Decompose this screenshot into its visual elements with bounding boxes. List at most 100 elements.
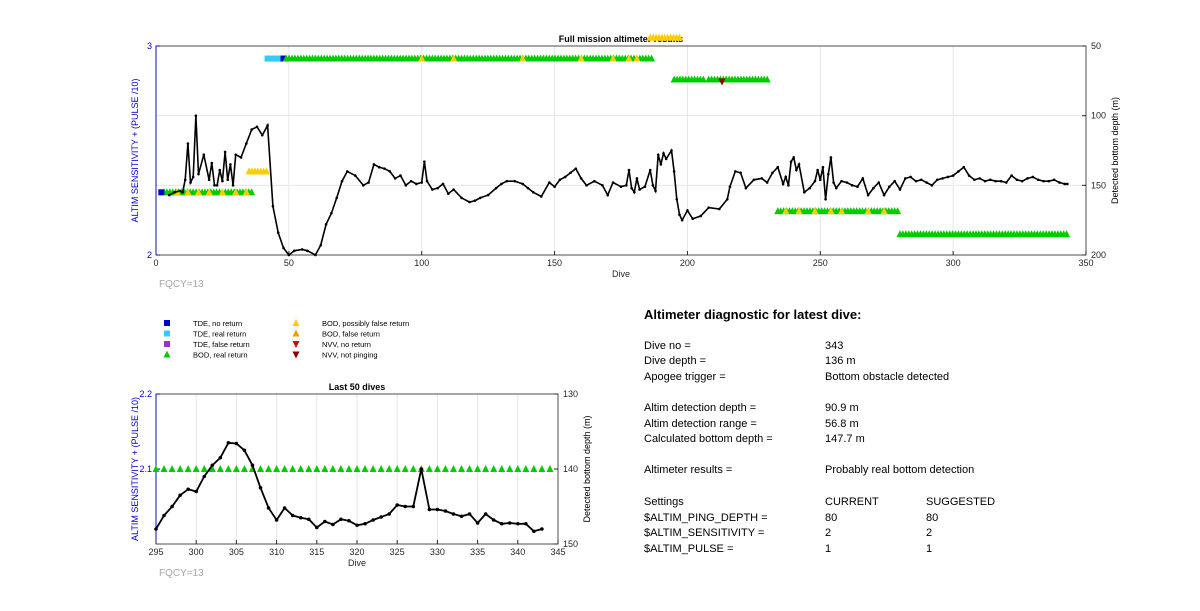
status-marker	[273, 465, 281, 472]
status-marker	[466, 465, 474, 472]
status-marker	[506, 465, 514, 472]
status-marker	[337, 465, 345, 472]
bottom-depth-point	[250, 128, 253, 131]
bottom-depth-point	[154, 527, 158, 531]
status-marker	[530, 465, 538, 472]
bottom-depth-point	[816, 168, 819, 172]
status-marker	[297, 465, 305, 472]
settings-suggested-value: 2	[926, 527, 933, 539]
bottom-depth-point	[409, 179, 413, 183]
status-marker	[345, 465, 353, 472]
bottom-depth-point	[752, 178, 756, 182]
legend-item: TDE, no return	[164, 319, 242, 328]
status-marker	[880, 207, 888, 215]
bottom-depth-point	[404, 184, 408, 187]
bottom-depth-point	[483, 512, 488, 516]
bottom-depth-point	[210, 463, 215, 468]
diagnostic-value: 136 m	[825, 355, 856, 367]
bottom-depth-point	[680, 218, 684, 222]
bottom-depth-point	[443, 509, 448, 513]
legend-label: BOD, false return	[322, 330, 380, 339]
bottom-depth-point	[335, 196, 338, 200]
bottom-depth-point	[664, 157, 668, 161]
bottom-depth-point	[292, 249, 296, 253]
bottom-depth-point	[213, 184, 216, 187]
bottom-depth-point	[419, 467, 424, 471]
bottom-depth-point	[441, 182, 445, 186]
status-marker	[369, 465, 377, 472]
status-marker	[433, 465, 441, 472]
x-tick-label: 295	[148, 547, 163, 557]
bottom-depth-line	[168, 115, 1068, 257]
status-marker	[675, 33, 683, 41]
bottom-depth-point	[300, 248, 304, 251]
status-marker	[458, 465, 466, 472]
bottom-depth-point	[319, 243, 323, 247]
bottom-depth-point	[532, 191, 535, 194]
bottom-depth-point	[678, 213, 681, 216]
status-marker	[625, 54, 633, 62]
bottom-depth-point	[494, 186, 498, 190]
x-tick-label: 0	[153, 258, 158, 268]
bottom-depth-point	[491, 518, 496, 522]
diagnostic-label: Altimeter results =	[644, 464, 733, 476]
bottom-depth-point	[524, 521, 528, 526]
settings-current-value: 1	[825, 543, 832, 555]
status-marker	[425, 465, 433, 472]
bottom-depth-point	[468, 200, 471, 204]
status-marker	[450, 54, 458, 62]
bottom-depth-point	[202, 153, 206, 156]
status-marker	[482, 465, 490, 472]
bottom-depth-point	[202, 474, 207, 479]
bottom-depth-point	[181, 191, 184, 194]
bottom-depth-point	[258, 485, 263, 490]
status-marker	[168, 465, 176, 472]
bottom-depth-point	[784, 175, 788, 179]
status-marker	[164, 341, 170, 347]
status-marker	[232, 188, 240, 196]
x-tick-label: 305	[229, 547, 244, 557]
y-right-tick-label: 140	[563, 464, 578, 474]
bottom-depth-point	[832, 181, 835, 184]
bottom-depth-point	[314, 253, 317, 257]
bottom-depth-point	[363, 521, 367, 526]
bottom-depth-point	[231, 184, 235, 187]
status-marker	[864, 207, 872, 215]
status-marker	[208, 465, 216, 472]
bottom-depth-point	[290, 513, 295, 518]
settings-current-value: 2	[825, 527, 832, 539]
bottom-depth-point	[632, 191, 636, 194]
x-tick-label: 310	[269, 547, 284, 557]
bottom-depth-point	[672, 170, 676, 173]
bottom-depth-point	[888, 185, 891, 189]
bottom-depth-point	[507, 521, 512, 525]
bottom-depth-point	[383, 167, 386, 170]
x-tick-label: 200	[680, 258, 695, 268]
bottom-depth-point	[935, 178, 939, 182]
bottom-depth-point	[379, 515, 383, 519]
status-marker	[633, 54, 641, 62]
bottom-depth-point	[167, 193, 171, 197]
status-marker	[248, 188, 256, 196]
status-marker	[184, 188, 192, 196]
bottom-depth-point	[1010, 174, 1013, 177]
bottom-depth-point	[415, 182, 418, 186]
bottom-depth-point	[821, 165, 825, 169]
status-marker	[377, 465, 385, 472]
bottom-depth-point	[173, 191, 176, 194]
bottom-depth-point	[904, 177, 907, 180]
bottom-depth-point	[962, 165, 966, 169]
bottom-depth-point	[346, 170, 349, 173]
bottom-depth-point	[388, 170, 392, 173]
bottom-depth-point	[540, 527, 544, 531]
bottom-depth-point	[475, 521, 480, 525]
bottom-depth-point	[1031, 175, 1035, 179]
bottom-depth-point	[324, 223, 328, 226]
bottom-depth-point	[229, 163, 232, 166]
bottom-depth-point	[925, 181, 928, 184]
status-marker	[409, 465, 417, 472]
legend-label: TDE, no return	[193, 319, 242, 328]
y-right-axis-label: Detected bottom depth (m)	[582, 415, 592, 522]
diagnostic-label: Altim detection depth =	[644, 402, 757, 414]
status-marker	[164, 320, 170, 326]
